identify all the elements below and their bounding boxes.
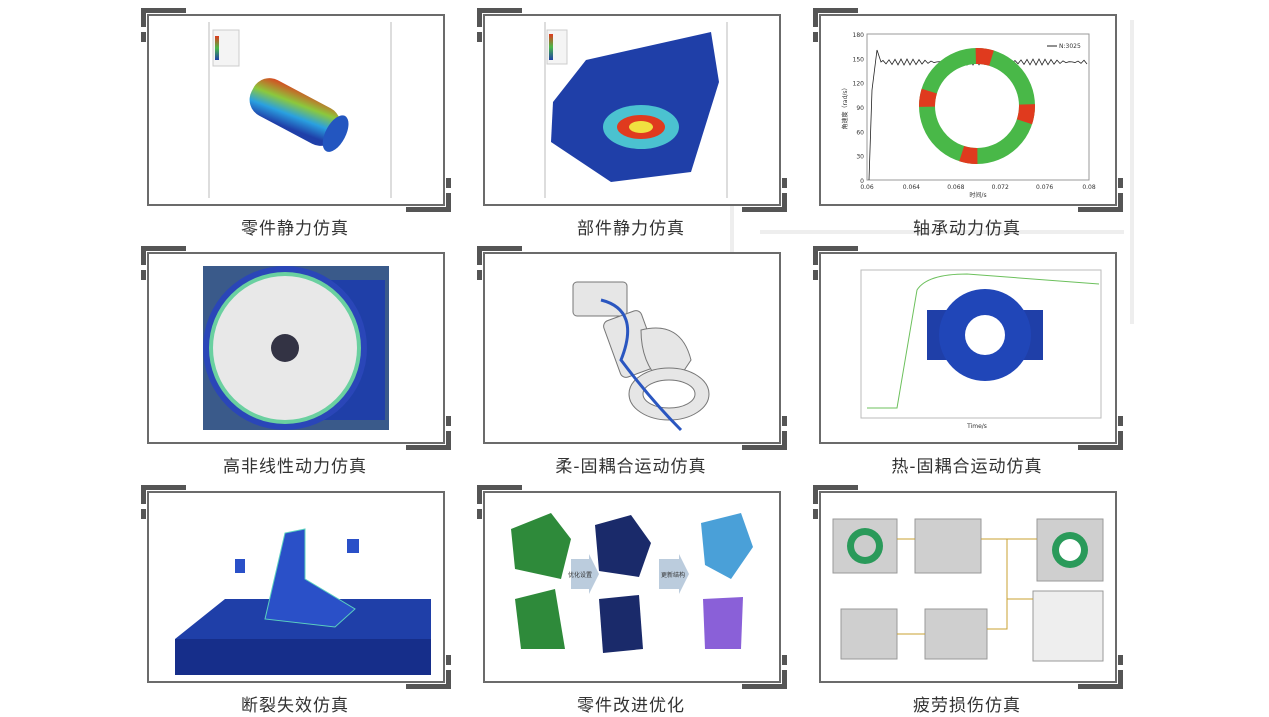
x-tick-label: 0.06 xyxy=(860,184,874,191)
flexible-rigid-assembly-image xyxy=(491,260,773,436)
simulation-card: 疲劳损伤仿真 xyxy=(813,485,1123,716)
frame-corner-decoration xyxy=(406,193,451,212)
card-caption: 轴承动力仿真 xyxy=(913,219,1021,239)
frame-corner-decoration xyxy=(477,8,522,27)
frame-corner-decoration xyxy=(1118,655,1123,665)
wheel-nonlinear-image xyxy=(155,260,437,436)
simulation-card: 柔-固耦合运动仿真 xyxy=(477,246,787,477)
frame-corner-decoration xyxy=(813,485,858,504)
simulation-card: Time/s 热-固耦合运动仿真 xyxy=(813,246,1123,477)
frame-corner-decoration xyxy=(813,270,818,280)
card-caption: 柔-固耦合运动仿真 xyxy=(555,457,707,477)
x-tick-label: 0.068 xyxy=(947,184,964,191)
image-frame xyxy=(477,246,787,450)
part-optimization-image: 优化设置 更新结构 xyxy=(491,499,773,675)
optimization-step-label: 优化设置 xyxy=(568,571,592,579)
frame-corner-decoration xyxy=(1118,178,1123,188)
frame-corner-decoration xyxy=(813,509,818,519)
simulation-card: 零件静力仿真 xyxy=(141,8,451,239)
card-caption: 热-固耦合运动仿真 xyxy=(891,457,1043,477)
frame-corner-decoration xyxy=(141,509,146,519)
bearing-dynamics-chart-image: 0 30 60 90 120 150 180 0.06 0.064 0.068 0.072 0.076… xyxy=(827,22,1109,198)
fatigue-workflow-image xyxy=(827,499,1109,675)
frame-corner-decoration xyxy=(782,655,787,665)
frame-corner-decoration xyxy=(477,509,482,519)
simulation-card: 部件静力仿真 xyxy=(477,8,787,239)
y-tick-label: 180 xyxy=(853,32,865,39)
card-caption: 疲劳损伤仿真 xyxy=(913,696,1021,716)
x-axis-label: 时间/s xyxy=(969,191,986,198)
frame-corner-decoration xyxy=(782,178,787,188)
image-frame xyxy=(813,485,1123,689)
card-caption: 高非线性动力仿真 xyxy=(223,457,367,477)
cylinder-stress-contour-image xyxy=(155,22,437,198)
frame-corner-decoration xyxy=(477,270,482,280)
image-frame: Time/s xyxy=(813,246,1123,450)
x-tick-label: 0.064 xyxy=(903,184,920,191)
frame-corner-decoration xyxy=(446,416,451,426)
bracket-stress-contour-image xyxy=(491,22,773,198)
y-tick-label: 30 xyxy=(856,154,864,161)
image-frame xyxy=(141,246,451,450)
frame-corner-decoration xyxy=(813,32,818,42)
optimization-step-label: 更新结构 xyxy=(661,571,685,579)
simulation-card: 优化设置 更新结构零件改进优化 xyxy=(477,485,787,716)
y-tick-label: 90 xyxy=(856,105,864,112)
frame-corner-decoration xyxy=(141,485,186,504)
y-tick-label: 150 xyxy=(853,56,865,63)
frame-corner-decoration xyxy=(141,8,186,27)
frame-corner-decoration xyxy=(141,270,146,280)
x-tick-label: 0.072 xyxy=(992,184,1009,191)
x-tick-label: 0.076 xyxy=(1036,184,1053,191)
frame-corner-decoration xyxy=(141,32,146,42)
frame-corner-decoration xyxy=(782,416,787,426)
card-caption: 部件静力仿真 xyxy=(577,219,685,239)
card-caption: 零件静力仿真 xyxy=(241,219,349,239)
frame-corner-decoration xyxy=(742,193,787,212)
plot-area xyxy=(866,33,1090,181)
x-axis-label: Time/s xyxy=(966,423,987,430)
frame-corner-decoration xyxy=(406,670,451,689)
y-tick-label: 120 xyxy=(853,81,865,88)
image-frame xyxy=(141,8,451,212)
simulation-card: 断裂失效仿真 xyxy=(141,485,451,716)
frame-corner-decoration xyxy=(742,670,787,689)
bearing-contour xyxy=(919,48,1035,164)
image-frame: 0 30 60 90 120 150 180 0.06 0.064 0.068 0.072 0.076… xyxy=(813,8,1123,212)
frame-corner-decoration xyxy=(406,431,451,450)
frame-corner-decoration xyxy=(1078,193,1123,212)
background-circuit-line xyxy=(1130,20,1134,324)
frame-corner-decoration xyxy=(446,655,451,665)
frame-corner-decoration xyxy=(446,178,451,188)
card-caption: 零件改进优化 xyxy=(577,696,685,716)
frame-corner-decoration xyxy=(813,246,858,265)
image-frame xyxy=(141,485,451,689)
frame-corner-decoration xyxy=(477,32,482,42)
legend-label: N:3025 xyxy=(1059,43,1081,50)
frame-corner-decoration xyxy=(1118,416,1123,426)
frame-corner-decoration xyxy=(141,246,186,265)
simulation-card: 高非线性动力仿真 xyxy=(141,246,451,477)
frame-corner-decoration xyxy=(742,431,787,450)
frame-corner-decoration xyxy=(477,485,522,504)
background-circuit-line xyxy=(760,230,1124,234)
simulation-card: 0 30 60 90 120 150 180 0.06 0.064 0.068 0.072 0.076… xyxy=(813,8,1123,239)
image-frame xyxy=(477,8,787,212)
image-frame: 优化设置 更新结构 xyxy=(477,485,787,689)
frame-corner-decoration xyxy=(1078,431,1123,450)
thermal-chart-image: Time/s xyxy=(827,260,1109,436)
frame-corner-decoration xyxy=(1078,670,1123,689)
card-caption: 断裂失效仿真 xyxy=(241,696,349,716)
frame-corner-decoration xyxy=(477,246,522,265)
x-tick-label: 0.08 xyxy=(1082,184,1096,191)
temperature-curve xyxy=(867,273,1100,409)
y-tick-label: 60 xyxy=(856,129,864,136)
fracture-bracket-image xyxy=(155,499,437,675)
y-tick-label: 0 xyxy=(860,178,864,185)
series-line xyxy=(868,49,1088,181)
y-axis-label: 角速度（rad/s） xyxy=(841,84,849,129)
frame-corner-decoration xyxy=(813,8,858,27)
